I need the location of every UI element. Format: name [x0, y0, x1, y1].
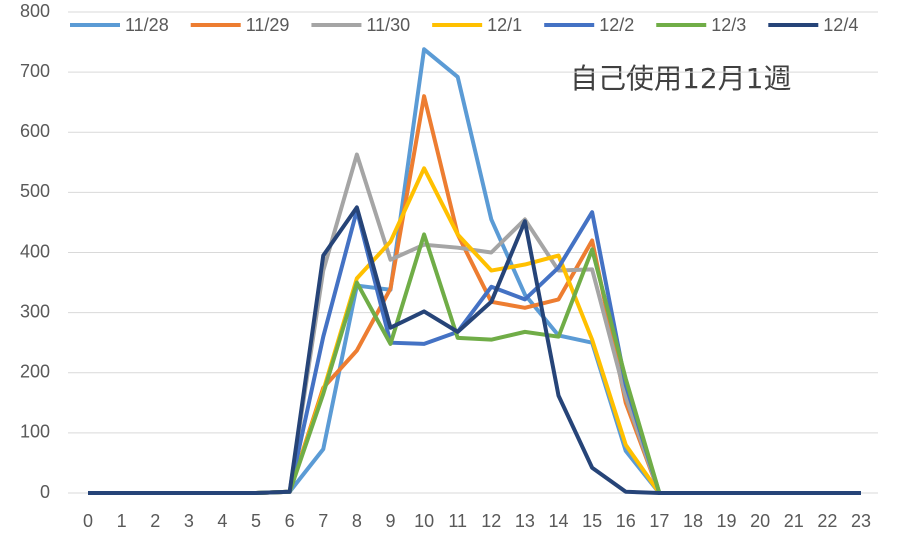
- legend-label: 12/2: [599, 15, 634, 35]
- x-tick-label: 18: [683, 511, 703, 531]
- y-tick-label: 300: [20, 301, 50, 321]
- x-tick-label: 7: [318, 511, 328, 531]
- x-tick-label: 10: [414, 511, 434, 531]
- series-line: [88, 152, 861, 495]
- y-tick-label: 200: [20, 362, 50, 382]
- x-tick-label: 22: [817, 511, 837, 531]
- legend-label: 12/1: [487, 15, 522, 35]
- x-tick-label: 3: [184, 511, 194, 531]
- x-tick-label: 8: [352, 511, 362, 531]
- x-tick-label: 19: [717, 511, 737, 531]
- y-tick-label: 800: [20, 1, 50, 21]
- series-line: [88, 205, 861, 495]
- series-line: [88, 166, 861, 495]
- x-tick-label: 16: [616, 511, 636, 531]
- x-tick-label: 11: [448, 511, 467, 531]
- y-tick-label: 700: [20, 61, 50, 81]
- legend-label: 12/4: [823, 15, 858, 35]
- x-tick-label: 12: [481, 511, 501, 531]
- y-tick-label: 400: [20, 241, 50, 261]
- x-tick-label: 20: [750, 511, 770, 531]
- y-tick-label: 100: [20, 422, 50, 442]
- y-tick-label: 600: [20, 121, 50, 141]
- legend-label: 12/3: [711, 15, 746, 35]
- x-tick-label: 14: [549, 511, 569, 531]
- x-tick-label: 13: [515, 511, 535, 531]
- x-tick-label: 6: [285, 511, 295, 531]
- x-tick-label: 17: [649, 511, 669, 531]
- x-tick-label: 1: [117, 511, 127, 531]
- x-tick-label: 21: [784, 511, 804, 531]
- x-tick-label: 5: [251, 511, 261, 531]
- legend-label: 11/29: [246, 15, 290, 35]
- x-tick-label: 4: [217, 511, 227, 531]
- legend-label: 11/30: [366, 15, 410, 35]
- annotation: 自己使用12月1週: [570, 62, 791, 95]
- y-tick-label: 0: [40, 482, 50, 502]
- x-tick-label: 15: [582, 511, 602, 531]
- x-tick-label: 23: [851, 511, 871, 531]
- series-line: [88, 232, 861, 495]
- x-tick-label: 2: [150, 511, 160, 531]
- x-tick-label: 0: [83, 511, 93, 531]
- y-tick-label: 500: [20, 181, 50, 201]
- x-tick-label: 9: [385, 511, 395, 531]
- legend-label: 11/28: [125, 15, 169, 35]
